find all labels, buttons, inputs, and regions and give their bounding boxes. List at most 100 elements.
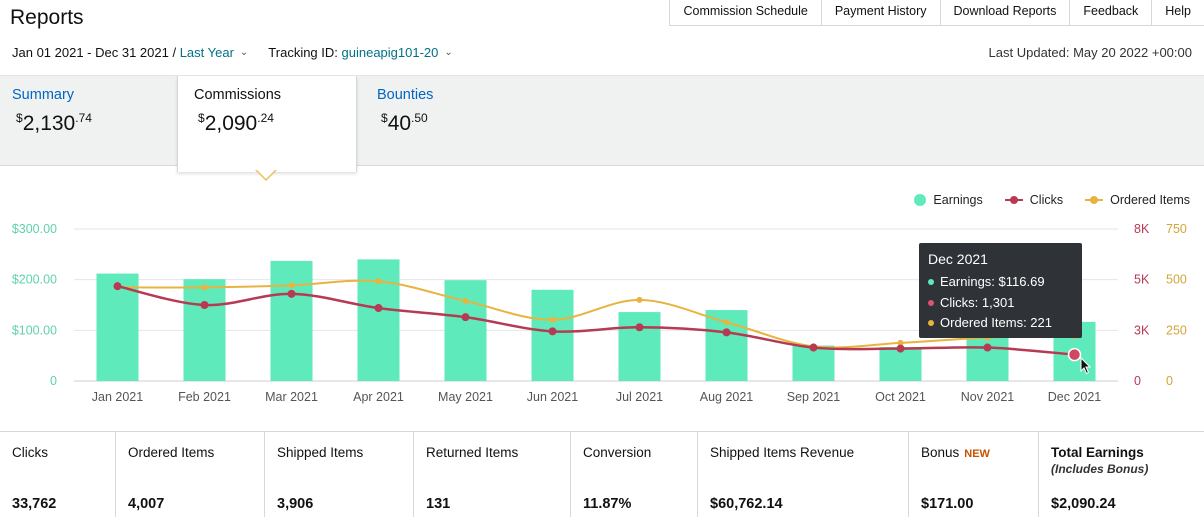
clicks-point <box>113 282 122 291</box>
stat-total-earnings: Total Earnings (Includes Bonus) $2,090.2… <box>1051 445 1149 512</box>
top-nav: Commission Schedule Payment History Down… <box>669 0 1204 26</box>
clicks-point <box>809 343 818 352</box>
earnings-bar <box>618 312 661 381</box>
filter-bar: Jan 01 2021 - Dec 31 2021 / Last Year ⌄ … <box>12 45 453 60</box>
earnings-bar <box>270 260 313 381</box>
clicks-point <box>722 328 731 337</box>
earnings-bar <box>183 279 226 381</box>
earnings-dot-icon <box>914 194 927 206</box>
clicks-point <box>200 301 209 309</box>
stat-shipped-items-revenue: Shipped Items Revenue $60,762.14 <box>698 432 909 517</box>
stat-clicks: Clicks 33,762 <box>0 432 116 517</box>
clicks-point <box>374 304 383 313</box>
chart-tooltip: Dec 2021 Earnings: $116.69 Clicks: 1,301… <box>919 243 1082 338</box>
x-tick-label: Nov 2021 <box>961 390 1015 404</box>
stat-returned-items: Returned Items 131 <box>414 432 571 517</box>
ordered-items-point <box>723 319 730 326</box>
ordered-items-point <box>462 297 469 304</box>
y-left-tick-label: 0 <box>50 374 57 388</box>
tracking-id-label: Tracking ID: <box>268 45 338 60</box>
tooltip-title: Dec 2021 <box>928 251 988 267</box>
chevron-down-icon[interactable]: ⌄ <box>239 47 249 58</box>
tab-label: Commissions <box>194 87 282 103</box>
report-tabs: Summary $2,130.74 Commissions $2,090.24 … <box>0 75 1204 172</box>
x-tick-label: Jan 2021 <box>92 390 143 404</box>
earnings-bar <box>357 259 400 381</box>
ordered-items-point <box>549 316 556 323</box>
feedback-button[interactable]: Feedback <box>1070 0 1153 25</box>
tooltip-row-clicks: Clicks: 1,301 <box>928 293 1073 314</box>
y-right-ordered-tick-label: 0 <box>1166 374 1173 388</box>
chevron-down-icon[interactable]: ⌄ <box>444 47 453 58</box>
tab-amount: $2,130.74 <box>16 111 92 135</box>
tracking-id-dropdown[interactable]: guineapig101-20 <box>341 45 439 60</box>
earnings-chart: $300.00 8K 750 $200.00 5K 500 $100.00 3K 250 0 0 0 J… <box>12 222 1187 404</box>
clicks-point <box>896 344 905 353</box>
y-right-clicks-tick-label: 0 <box>1134 374 1141 388</box>
help-button[interactable]: Help <box>1165 4 1191 18</box>
stat-conversion: Conversion 11.87% <box>571 432 698 517</box>
stat-bonus: Bonus NEW $171.00 <box>909 432 1039 517</box>
earnings-bar <box>966 334 1009 381</box>
y-left-tick-label: $300.00 <box>12 222 57 236</box>
mouse-pointer-icon <box>1080 357 1092 375</box>
stat-ordered-items: Ordered Items 4,007 <box>116 432 265 517</box>
page-title: Reports <box>10 6 84 29</box>
earnings-bar <box>531 289 574 381</box>
x-tick-label: Jul 2021 <box>616 390 663 404</box>
ordered-items-point <box>201 284 208 291</box>
commission-schedule-button[interactable]: Commission Schedule <box>670 0 822 25</box>
stats-bar: Clicks 33,762 Ordered Items 4,007 Shippe… <box>0 431 1204 517</box>
clicks-line <box>117 284 1075 356</box>
x-tick-label: Mar 2021 <box>265 390 318 404</box>
ordered-items-point <box>288 282 295 289</box>
chart-legend: Earnings Clicks Ordered Items <box>892 193 1190 207</box>
y-right-clicks-tick-label: 8K <box>1134 222 1150 236</box>
legend-clicks[interactable]: Clicks <box>1004 193 1063 207</box>
stat-shipped-items: Shipped Items 3,906 <box>265 432 414 517</box>
y-left-tick-label: $100.00 <box>12 323 57 337</box>
ordered-items-line-icon <box>1085 196 1104 204</box>
x-tick-label: Oct 2021 <box>875 390 926 404</box>
x-tick-label: Aug 2021 <box>700 390 754 404</box>
ordered-items-point <box>636 296 643 303</box>
clicks-point <box>548 327 557 336</box>
tab-summary[interactable]: Summary $2,130.74 <box>0 76 177 167</box>
date-range: Jan 01 2021 - Dec 31 2021 / <box>12 45 177 60</box>
y-right-clicks-tick-label: 5K <box>1134 273 1150 287</box>
x-tick-label: Sep 2021 <box>787 390 841 404</box>
legend-earnings[interactable]: Earnings <box>914 193 983 207</box>
y-right-clicks-tick-label: 3K <box>1134 323 1150 337</box>
earnings-bar <box>879 347 922 381</box>
ordered-items-line <box>117 279 1075 349</box>
payment-history-button[interactable]: Payment History <box>822 0 941 25</box>
ordered-items-point <box>375 278 382 285</box>
x-tick-label: Feb 2021 <box>178 390 231 404</box>
clicks-point <box>983 343 992 352</box>
clicks-point <box>635 323 644 332</box>
y-right-ordered-tick-label: 750 <box>1166 222 1187 236</box>
tab-bounties[interactable]: Bounties $40.50 <box>365 76 545 167</box>
tooltip-row-ordered-items: Ordered Items: 221 <box>928 313 1073 334</box>
y-right-ordered-tick-label: 250 <box>1166 323 1187 337</box>
clicks-point <box>461 313 470 322</box>
tab-amount: $2,090.24 <box>198 111 274 135</box>
tab-label: Bounties <box>377 87 434 103</box>
x-tick-label: Apr 2021 <box>353 390 404 404</box>
tab-commissions[interactable]: Commissions $2,090.24 <box>177 76 357 172</box>
download-reports-button[interactable]: Download Reports <box>941 0 1071 25</box>
clicks-point-hovered <box>1067 347 1082 362</box>
x-tick-label: Dec 2021 <box>1048 390 1102 404</box>
earnings-bar <box>96 273 139 381</box>
legend-ordered-items[interactable]: Ordered Items <box>1085 193 1190 207</box>
clicks-point <box>287 289 296 298</box>
period-dropdown[interactable]: Last Year <box>179 45 234 60</box>
y-right-ordered-tick-label: 500 <box>1166 273 1187 287</box>
x-tick-label: May 2021 <box>438 390 493 404</box>
clicks-line-icon <box>1004 196 1023 204</box>
earnings-bar <box>444 280 487 381</box>
ordered-items-point <box>897 339 904 346</box>
active-tab-caret-icon <box>255 169 277 181</box>
last-updated: Last Updated: May 20 2022 +00:00 <box>988 45 1192 60</box>
tab-amount: $40.50 <box>381 111 428 135</box>
